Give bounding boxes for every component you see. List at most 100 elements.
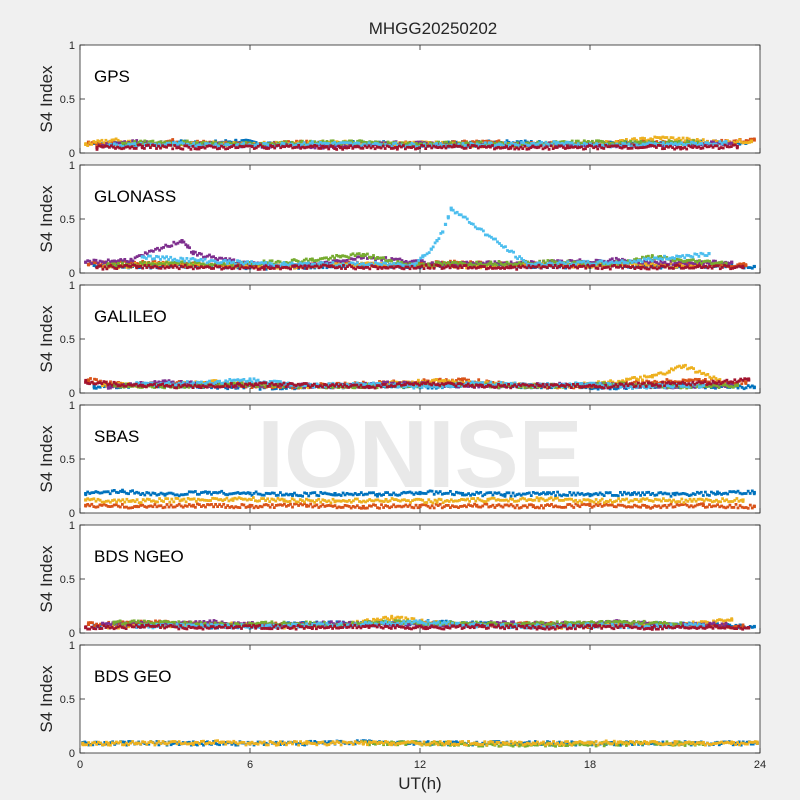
data-point bbox=[135, 145, 139, 148]
data-point bbox=[378, 262, 382, 266]
data-point bbox=[98, 140, 102, 143]
data-point bbox=[182, 263, 185, 267]
data-point bbox=[271, 144, 275, 149]
data-point bbox=[611, 264, 614, 268]
data-point bbox=[695, 253, 699, 256]
data-point bbox=[384, 143, 387, 146]
data-point bbox=[707, 145, 711, 149]
data-point bbox=[226, 387, 230, 391]
data-point bbox=[151, 260, 155, 264]
data-point bbox=[111, 262, 114, 266]
data-point bbox=[738, 138, 741, 142]
data-point bbox=[194, 144, 198, 148]
data-point bbox=[676, 140, 679, 144]
data-point bbox=[657, 144, 660, 147]
data-point bbox=[349, 257, 353, 261]
data-point bbox=[492, 237, 495, 241]
data-point bbox=[553, 264, 557, 267]
data-point bbox=[164, 243, 168, 247]
data-point bbox=[472, 265, 476, 269]
data-point bbox=[561, 146, 565, 149]
data-point bbox=[296, 142, 300, 146]
data-point bbox=[345, 143, 349, 146]
data-point bbox=[386, 259, 389, 263]
data-point bbox=[378, 256, 381, 260]
data-point bbox=[325, 140, 329, 143]
data-point bbox=[627, 142, 631, 146]
data-point bbox=[523, 144, 527, 148]
data-point bbox=[697, 261, 701, 265]
data-point bbox=[586, 265, 590, 269]
data-point bbox=[317, 258, 320, 262]
data-point bbox=[592, 264, 596, 267]
data-point bbox=[200, 141, 203, 145]
data-point bbox=[471, 263, 474, 267]
data-point bbox=[216, 265, 219, 269]
data-point bbox=[224, 386, 228, 390]
data-point bbox=[384, 259, 387, 262]
data-point bbox=[182, 240, 186, 244]
data-point bbox=[671, 256, 674, 259]
data-point bbox=[568, 266, 571, 270]
data-point bbox=[390, 265, 394, 269]
data-point bbox=[501, 261, 505, 265]
data-point bbox=[402, 144, 405, 147]
data-point bbox=[372, 265, 376, 268]
data-point bbox=[635, 257, 638, 261]
data-point bbox=[529, 260, 533, 263]
data-point bbox=[309, 262, 313, 266]
data-point bbox=[679, 261, 683, 265]
data-point bbox=[530, 142, 534, 145]
data-point bbox=[107, 264, 111, 268]
data-point bbox=[269, 144, 272, 147]
data-point bbox=[538, 141, 542, 145]
data-point bbox=[431, 142, 434, 146]
data-point bbox=[640, 260, 644, 264]
data-point bbox=[621, 266, 624, 270]
data-point bbox=[646, 257, 650, 260]
data-point bbox=[590, 387, 594, 391]
data-point bbox=[725, 145, 729, 149]
data-point bbox=[701, 146, 705, 150]
data-point bbox=[167, 143, 170, 147]
data-point bbox=[641, 139, 644, 143]
data-point bbox=[485, 145, 488, 149]
data-point bbox=[508, 250, 511, 253]
data-point bbox=[313, 144, 317, 147]
data-point bbox=[613, 264, 616, 267]
data-point bbox=[574, 143, 578, 147]
data-point bbox=[645, 267, 649, 271]
data-point bbox=[200, 252, 203, 256]
data-point bbox=[558, 260, 562, 264]
data-point bbox=[340, 267, 343, 270]
data-point bbox=[115, 267, 119, 270]
data-point bbox=[321, 142, 324, 145]
data-point bbox=[143, 264, 147, 267]
data-point bbox=[677, 145, 680, 149]
data-point bbox=[531, 144, 535, 148]
data-point bbox=[643, 259, 646, 263]
data-point bbox=[570, 141, 574, 145]
data-point bbox=[110, 144, 113, 148]
data-point bbox=[350, 265, 353, 269]
data-point bbox=[687, 144, 691, 148]
data-point bbox=[624, 144, 628, 148]
data-point bbox=[493, 147, 496, 151]
data-point bbox=[678, 142, 681, 146]
data-point bbox=[355, 141, 359, 145]
data-point bbox=[465, 266, 468, 270]
data-point bbox=[478, 145, 482, 149]
data-point bbox=[288, 262, 292, 266]
data-point bbox=[546, 142, 550, 146]
data-point bbox=[471, 222, 475, 226]
data-point bbox=[651, 142, 655, 146]
data-point bbox=[117, 259, 120, 263]
data-point bbox=[364, 265, 368, 269]
data-point bbox=[418, 265, 422, 269]
data-point bbox=[218, 265, 221, 268]
data-point bbox=[400, 141, 404, 145]
data-point bbox=[720, 260, 724, 264]
data-point bbox=[105, 144, 109, 148]
data-point bbox=[671, 263, 675, 267]
